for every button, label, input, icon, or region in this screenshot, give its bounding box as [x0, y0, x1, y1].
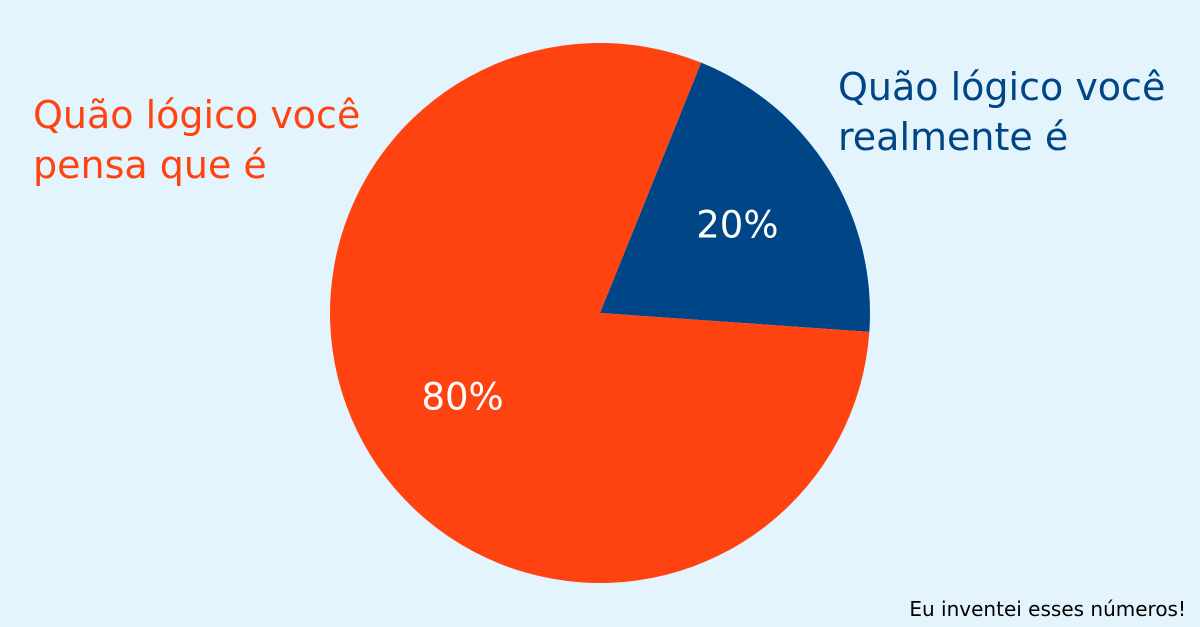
callout-think-label: Quão lógico você pensa que é [33, 93, 361, 187]
slice-value-label: 20% [696, 204, 778, 247]
pie-slice-80-percent [329, 43, 870, 584]
callout-real-label: Quão lógico você realmente é [838, 65, 1166, 159]
slice-value-label: 80% [421, 375, 503, 418]
pie-slice-20-percent [600, 62, 870, 332]
footnote: Eu inventei esses números! [909, 597, 1186, 621]
